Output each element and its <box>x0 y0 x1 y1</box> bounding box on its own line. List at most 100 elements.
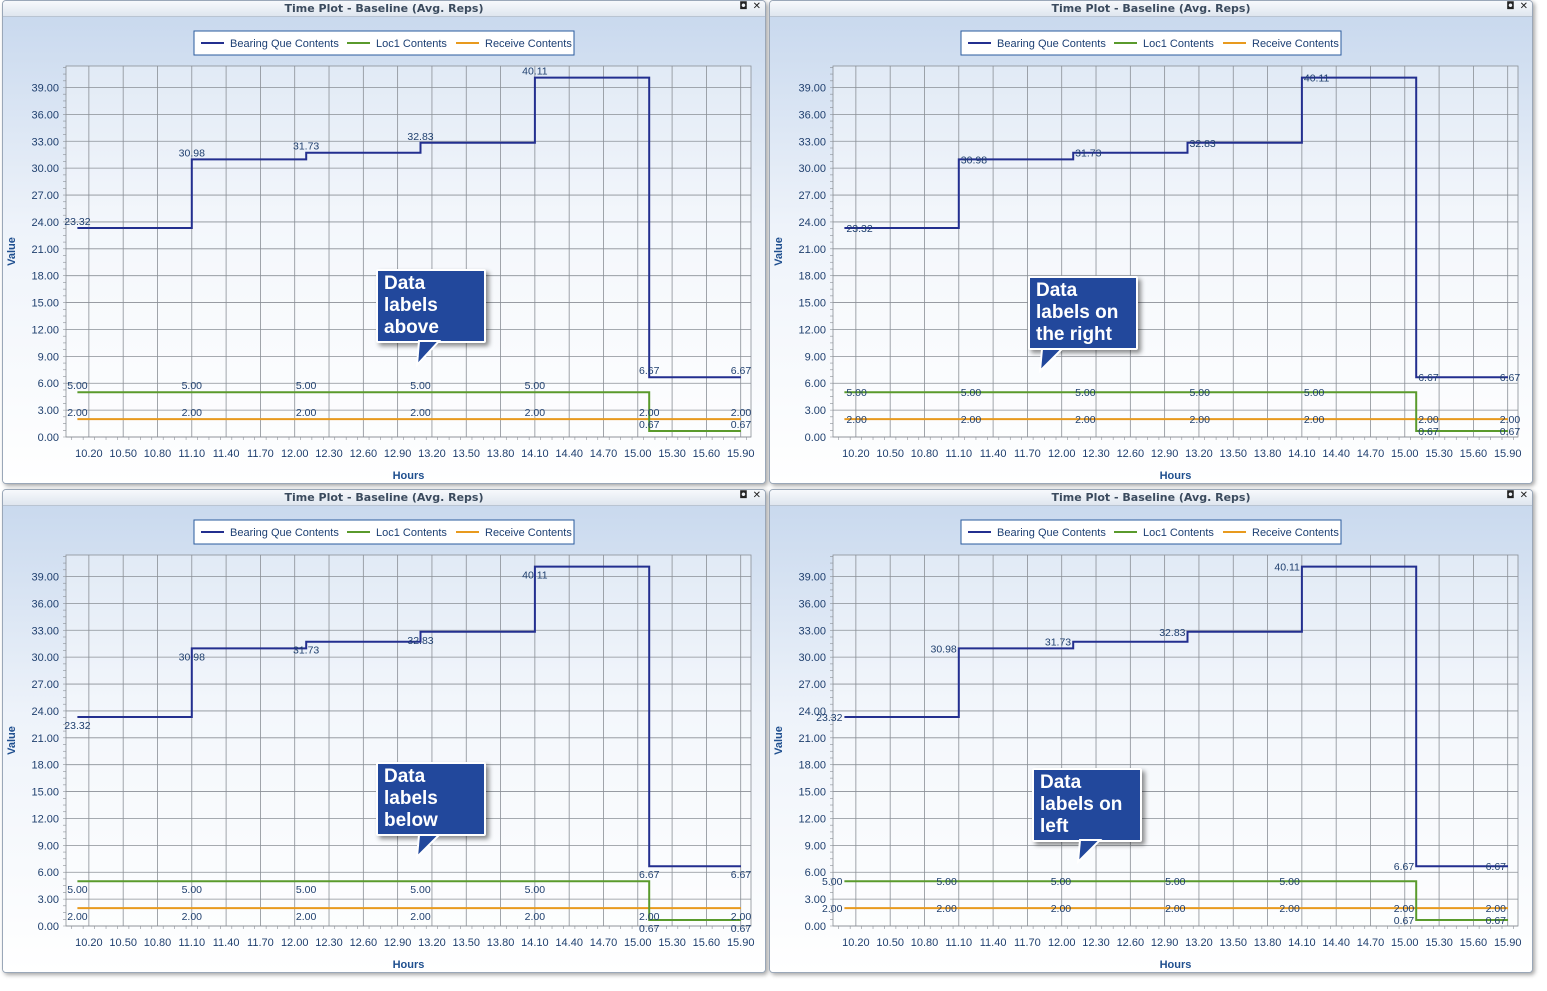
x-tick-label: 13.50 <box>1219 937 1247 949</box>
x-tick-label: 11.40 <box>980 937 1007 949</box>
x-tick-label: 10.80 <box>911 937 939 949</box>
x-tick-label: 15.60 <box>1460 448 1488 460</box>
x-tick-label: 14.40 <box>555 448 583 460</box>
x-tick-label: 13.80 <box>487 937 515 949</box>
restore-icon[interactable]: ◘ <box>1506 490 1515 501</box>
callout-line-2: labels on <box>1036 302 1119 323</box>
x-tick-label: 15.00 <box>1391 937 1419 949</box>
data-label: 2.00 <box>410 407 431 419</box>
data-label: 23.32 <box>64 720 90 732</box>
restore-icon[interactable]: ◘ <box>739 1 748 12</box>
x-tick-label: 11.10 <box>178 937 205 949</box>
y-tick-label: 27.00 <box>31 190 59 202</box>
x-tick-label: 13.20 <box>1185 937 1213 949</box>
y-tick-label: 33.00 <box>798 625 826 637</box>
y-tick-label: 6.00 <box>38 867 59 879</box>
series-line <box>77 391 741 432</box>
close-icon[interactable]: ✕ <box>1519 1 1528 12</box>
data-label: 32.83 <box>407 635 433 647</box>
y-tick-label: 12.00 <box>31 324 59 336</box>
data-label: 2.00 <box>1190 414 1211 426</box>
data-label: 6.67 <box>639 365 660 377</box>
y-tick-label: 27.00 <box>31 679 59 691</box>
x-tick-label: 12.00 <box>281 448 309 460</box>
y-tick-label: 33.00 <box>31 136 59 148</box>
data-label: 6.67 <box>731 869 752 881</box>
data-label: 2.00 <box>296 911 317 923</box>
time-plot-chart: Bearing Que Contents Loc1 Contents Receive… <box>770 17 1532 483</box>
x-tick-label: 10.20 <box>75 448 103 460</box>
data-label: 30.98 <box>179 147 205 159</box>
y-tick-label: 9.00 <box>38 840 59 852</box>
legend-entry: Loc1 Contents <box>1143 38 1214 50</box>
x-tick-label: 12.00 <box>281 937 309 949</box>
callout-pointer <box>415 340 442 368</box>
data-label: 2.00 <box>936 903 957 915</box>
y-tick-label: 39.00 <box>31 83 59 95</box>
x-tick-label: 12.30 <box>1082 448 1110 460</box>
panel-titlebar: Time Plot - Baseline (Avg. Reps) ◘ ✕ <box>3 490 765 506</box>
y-tick-label: 24.00 <box>31 706 59 718</box>
legend-entry: Loc1 Contents <box>1143 527 1214 539</box>
data-label: 32.83 <box>1159 627 1185 639</box>
y-tick-label: 36.00 <box>31 109 59 121</box>
x-tick-label: 12.00 <box>1048 937 1076 949</box>
data-label: 5.00 <box>182 884 203 896</box>
x-tick-label: 12.60 <box>350 448 378 460</box>
data-label: 0.67 <box>639 419 660 431</box>
callout-line-1: Data <box>384 273 426 294</box>
chart-panel-bottom-left: Time Plot - Baseline (Avg. Reps) ◘ ✕ Bear… <box>2 489 766 973</box>
data-label: 6.67 <box>639 869 660 881</box>
data-label: 2.00 <box>525 407 546 419</box>
restore-icon[interactable]: ◘ <box>1506 1 1515 12</box>
data-label: 5.00 <box>296 884 317 896</box>
x-tick-label: 12.30 <box>315 448 343 460</box>
y-tick-label: 18.00 <box>31 760 59 772</box>
x-tick-label: 11.70 <box>1014 448 1041 460</box>
y-tick-label: 9.00 <box>805 351 826 363</box>
data-label: 0.67 <box>1500 426 1521 438</box>
panel-title: Time Plot - Baseline (Avg. Reps) <box>284 2 484 15</box>
y-tick-label: 15.00 <box>798 298 826 310</box>
y-tick-label: 33.00 <box>31 625 59 637</box>
close-icon[interactable]: ✕ <box>752 490 761 501</box>
data-label: 40.11 <box>522 66 548 78</box>
restore-icon[interactable]: ◘ <box>739 490 748 501</box>
legend-box <box>960 30 1342 56</box>
data-label: 5.00 <box>822 876 843 888</box>
data-label: 0.67 <box>1394 915 1415 927</box>
data-label: 2.00 <box>822 903 843 915</box>
x-axis-title: Hours <box>1160 959 1192 971</box>
x-tick-label: 11.70 <box>1014 937 1041 949</box>
data-label: 5.00 <box>525 884 546 896</box>
callout-line-2: labels on <box>1040 794 1123 815</box>
plot-area <box>65 554 752 927</box>
close-icon[interactable]: ✕ <box>752 1 761 12</box>
data-label: 2.00 <box>182 407 203 419</box>
data-label: 31.73 <box>293 141 319 153</box>
data-label: 6.67 <box>1418 372 1439 384</box>
legend-entry: Receive Contents <box>1252 38 1339 50</box>
y-tick-label: 36.00 <box>798 109 826 121</box>
y-tick-label: 21.00 <box>798 733 826 745</box>
callout-box: Data labels on the right <box>1028 276 1138 350</box>
data-label: 2.00 <box>731 911 752 923</box>
data-label: 2.00 <box>639 407 660 419</box>
data-label: 23.32 <box>846 223 872 235</box>
x-tick-label: 12.90 <box>384 448 412 460</box>
series-line <box>844 76 1508 379</box>
data-label: 2.00 <box>846 414 867 426</box>
data-label: 5.00 <box>1165 876 1186 888</box>
chart-panel-top-right: Time Plot - Baseline (Avg. Reps) ◘ ✕ Bear… <box>769 0 1533 484</box>
x-tick-label: 13.50 <box>1219 448 1247 460</box>
close-icon[interactable]: ✕ <box>1519 490 1528 501</box>
data-label: 6.67 <box>1500 372 1521 384</box>
chart-panel-bottom-right: Time Plot - Baseline (Avg. Reps) ◘ ✕ Bear… <box>769 489 1533 973</box>
y-tick-label: 6.00 <box>805 867 826 879</box>
series-line <box>77 880 741 921</box>
series-line <box>844 880 1508 921</box>
callout-line-1: Data <box>1040 772 1082 793</box>
data-label: 0.67 <box>639 923 660 935</box>
data-label: 2.00 <box>1500 414 1521 426</box>
data-label: 2.00 <box>182 911 203 923</box>
